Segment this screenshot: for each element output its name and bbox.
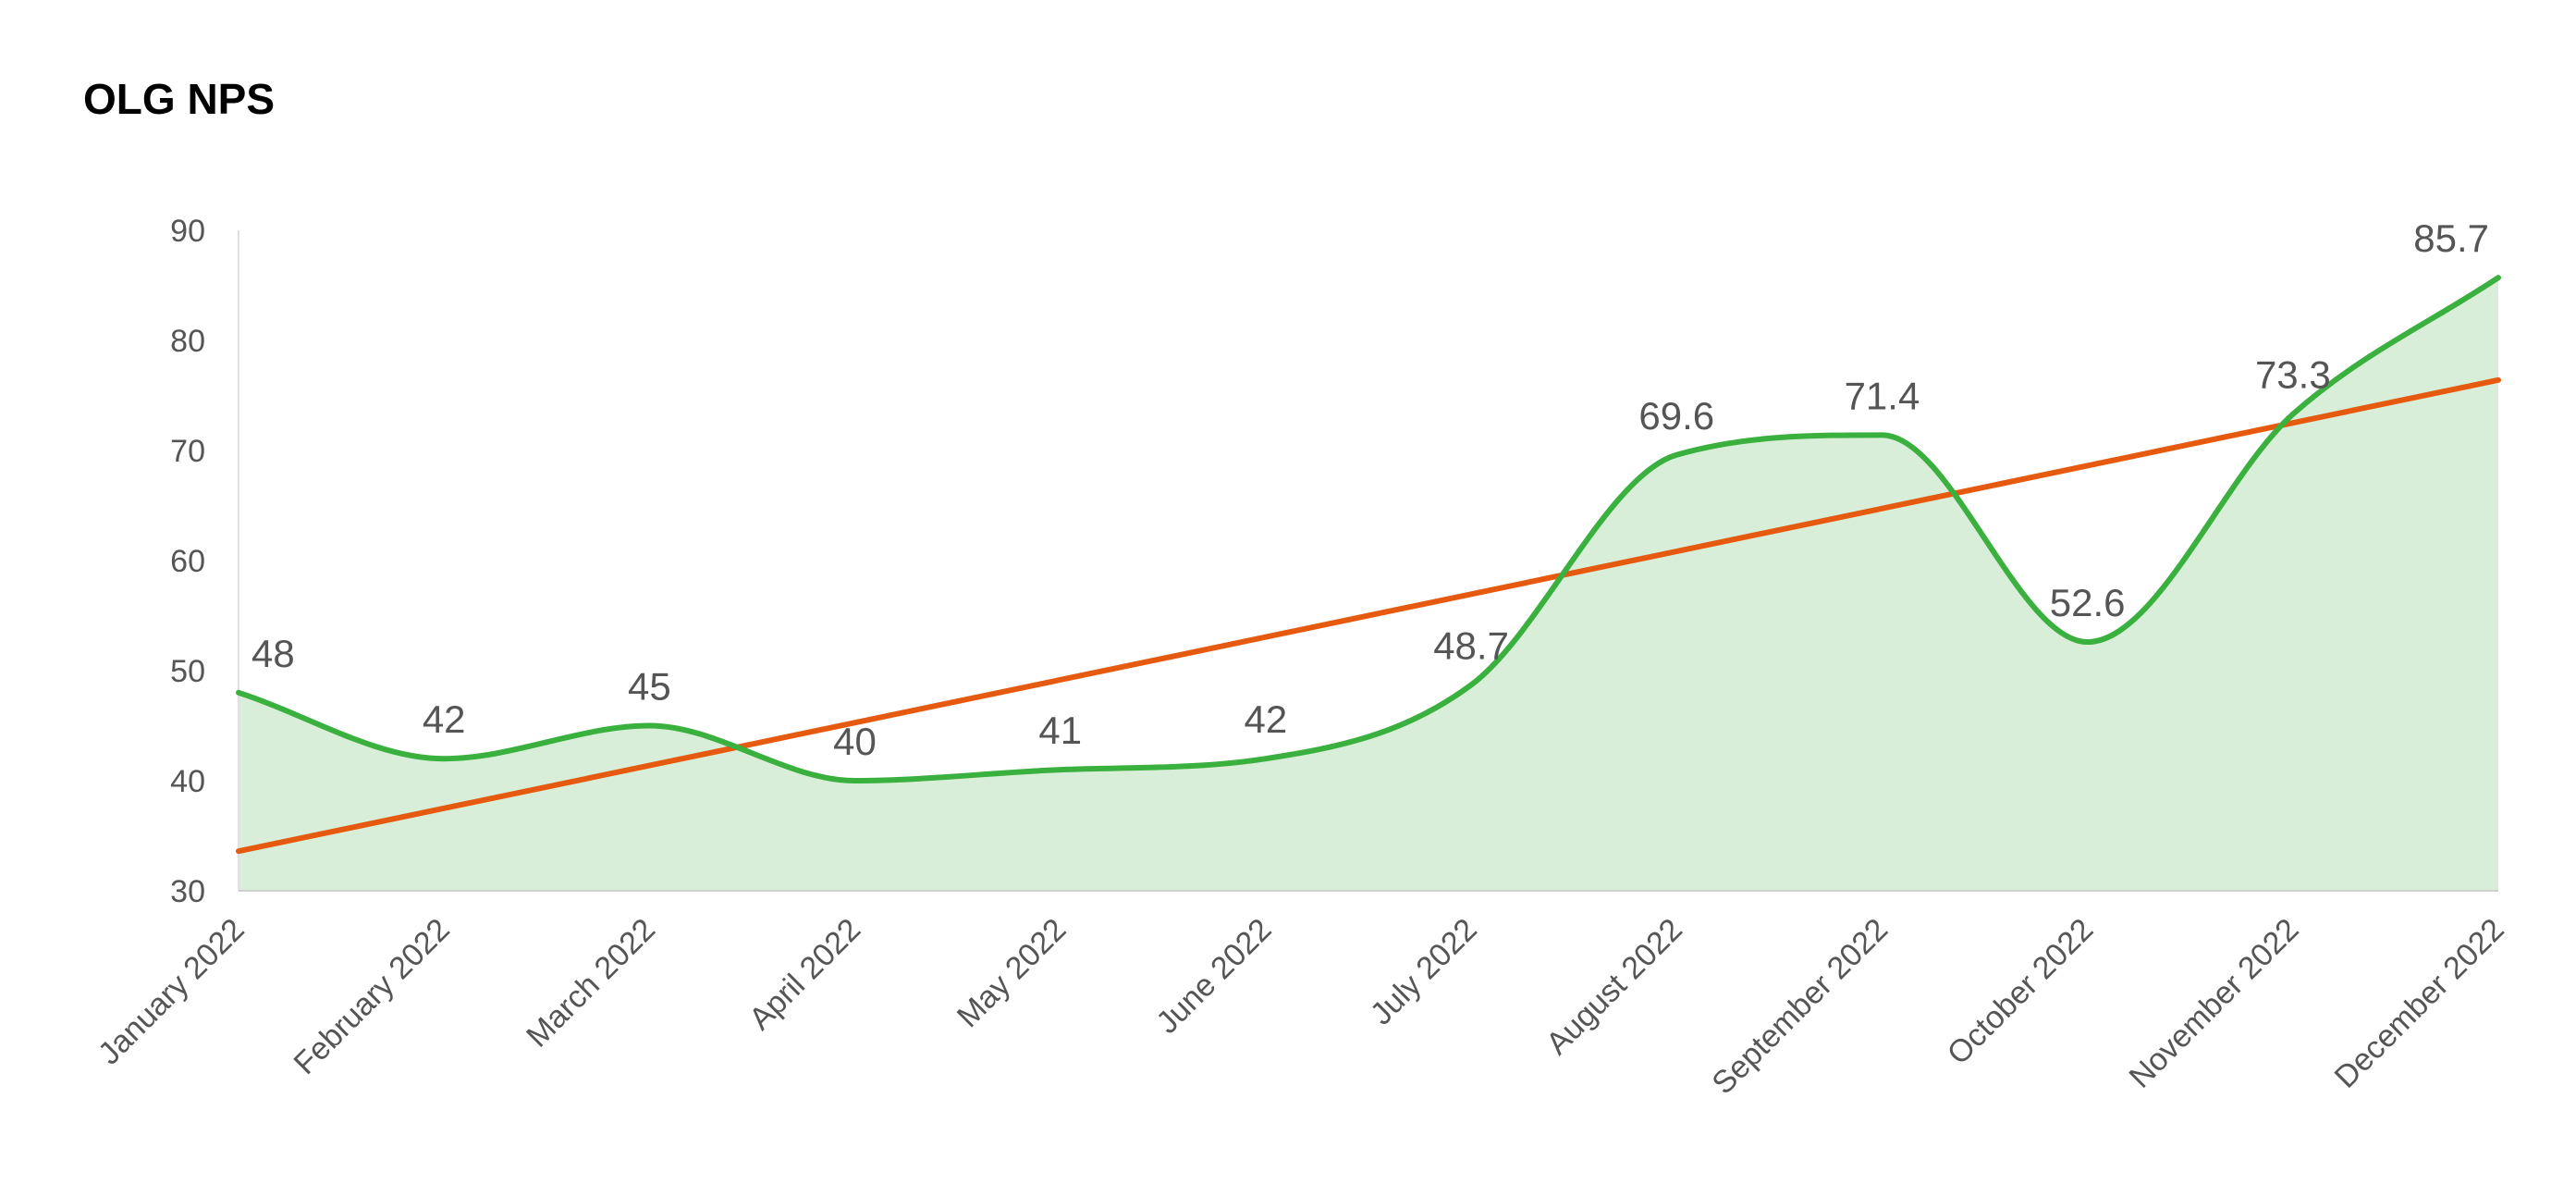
area-layer — [239, 278, 2498, 891]
y-tick-label: 70 — [170, 434, 205, 469]
data-label: 73.3 — [2255, 353, 2331, 397]
data-label: 69.6 — [1638, 394, 1714, 438]
x-tick-label: April 2022 — [742, 912, 867, 1037]
x-tick-label: June 2022 — [1149, 912, 1278, 1041]
data-label: 45 — [628, 665, 671, 709]
data-label: 52.6 — [2050, 581, 2126, 624]
data-label: 48 — [251, 632, 295, 675]
chart-title: OLG NPS — [83, 75, 276, 123]
axis-layer — [238, 230, 2498, 892]
data-label: 42 — [1245, 697, 1288, 741]
data-label: 42 — [423, 697, 466, 741]
series-line — [236, 275, 2501, 783]
x-tick-label: November 2022 — [2123, 912, 2306, 1095]
series-line-layer — [236, 275, 2501, 783]
trendline-layer — [236, 376, 2501, 855]
y-tick-label: 80 — [170, 324, 205, 359]
x-tick-label: July 2022 — [1364, 912, 1484, 1032]
y-tick-label: 40 — [170, 764, 205, 799]
data-labels: 48 42 45 40 41 42 48.7 69.6 71.4 52.6 73.3 85.7 — [251, 216, 2489, 763]
y-tick-label: 30 — [170, 874, 205, 909]
x-tick-label: March 2022 — [520, 912, 662, 1054]
series-area-fill — [239, 278, 2498, 891]
x-tick-label: January 2022 — [92, 912, 251, 1072]
y-tick-label: 50 — [170, 654, 205, 689]
x-tick-labels: January 2022 February 2022 March 2022 April… — [92, 912, 2511, 1102]
y-tick-label: 90 — [170, 214, 205, 249]
x-tick-label: May 2022 — [951, 912, 1073, 1034]
data-label: 41 — [1038, 709, 1082, 752]
x-tick-label: August 2022 — [1539, 912, 1689, 1062]
data-label: 85.7 — [2413, 216, 2489, 260]
data-label: 48.7 — [1433, 623, 1509, 667]
trendline — [236, 376, 2501, 855]
x-tick-label: October 2022 — [1941, 912, 2101, 1072]
x-tick-label: February 2022 — [288, 912, 457, 1081]
y-tick-label: 60 — [170, 544, 205, 579]
x-tick-label: December 2022 — [2328, 912, 2511, 1095]
data-label: 40 — [833, 720, 877, 763]
x-tick-label: September 2022 — [1705, 912, 1895, 1102]
data-label: 71.4 — [1845, 374, 1920, 417]
y-tick-labels: 30 40 50 60 70 80 90 — [170, 214, 205, 909]
